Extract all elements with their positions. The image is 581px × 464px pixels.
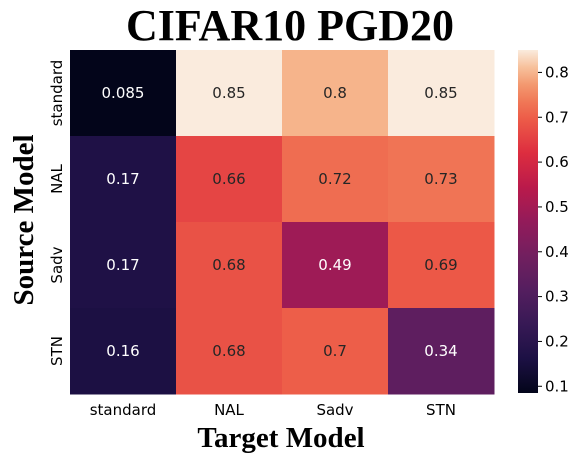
y-tick-label: Sadv [48, 246, 66, 283]
heatmap-cell [282, 136, 389, 223]
colorbar-tick-label: 0.1 [545, 377, 569, 395]
cell-value-label: 0.8 [323, 84, 347, 102]
y-tick-label: standard [48, 60, 66, 127]
heatmap-cells: 0.085 0.85 0.8 0.85 0.17 0.66 0.72 0.73 0.17 0.68… [70, 50, 495, 395]
heatmap-cell [70, 50, 177, 137]
x-tick-label: NAL [214, 401, 244, 419]
heatmap-cell [70, 136, 177, 223]
y-axis-ticks: standard NAL Sadv STN [48, 60, 66, 366]
colorbar-tick-label: 0.6 [545, 153, 569, 171]
heatmap-cell [176, 136, 283, 223]
colorbar-ticks: 0.1 0.2 0.3 0.4 0.5 0.6 0.7 0.8 [538, 63, 569, 395]
cell-value-label: 0.85 [424, 84, 457, 102]
x-tick-label: STN [426, 401, 456, 419]
heatmap-cell [388, 136, 495, 223]
heatmap-cell [388, 50, 495, 137]
y-tick-label: STN [48, 336, 66, 366]
x-axis-ticks: standard NAL Sadv STN [90, 401, 456, 419]
y-tick-label: NAL [48, 163, 66, 193]
cell-value-label: 0.7 [323, 342, 347, 360]
heatmap-cell [176, 308, 283, 395]
colorbar-tick-label: 0.4 [545, 243, 569, 261]
x-tick-label: Sadv [316, 401, 353, 419]
heatmap-cell [176, 222, 283, 309]
cell-value-label: 0.68 [212, 342, 245, 360]
heatmap-cell [70, 308, 177, 395]
cell-value-label: 0.73 [424, 170, 457, 188]
heatmap-cell [388, 308, 495, 395]
colorbar [518, 50, 538, 393]
chart-title: CIFAR10 PGD20 [126, 1, 454, 50]
cell-value-label: 0.17 [106, 170, 139, 188]
heatmap-cell [282, 50, 389, 137]
cell-value-label: 0.49 [318, 256, 351, 274]
cell-value-label: 0.17 [106, 256, 139, 274]
colorbar-tick-label: 0.8 [545, 63, 569, 81]
cell-value-label: 0.16 [106, 342, 139, 360]
heatmap-cell [70, 222, 177, 309]
x-axis-label: Target Model [197, 422, 364, 454]
cell-value-label: 0.85 [212, 84, 245, 102]
cell-value-label: 0.34 [424, 342, 457, 360]
y-axis-label: Source Model [8, 134, 40, 305]
cell-value-label: 0.69 [424, 256, 457, 274]
cell-value-label: 0.72 [318, 170, 351, 188]
colorbar-tick-label: 0.2 [545, 332, 569, 350]
colorbar-tick-label: 0.7 [545, 108, 569, 126]
heatmap-cell [176, 50, 283, 137]
heatmap-cell [388, 222, 495, 309]
heatmap-cell [282, 308, 389, 395]
cell-value-label: 0.66 [212, 170, 245, 188]
colorbar-tick-label: 0.3 [545, 288, 569, 306]
colorbar-tick-label: 0.5 [545, 198, 569, 216]
heatmap-cell [282, 222, 389, 309]
x-tick-label: standard [90, 401, 157, 419]
cell-value-label: 0.085 [102, 84, 145, 102]
cell-value-label: 0.68 [212, 256, 245, 274]
